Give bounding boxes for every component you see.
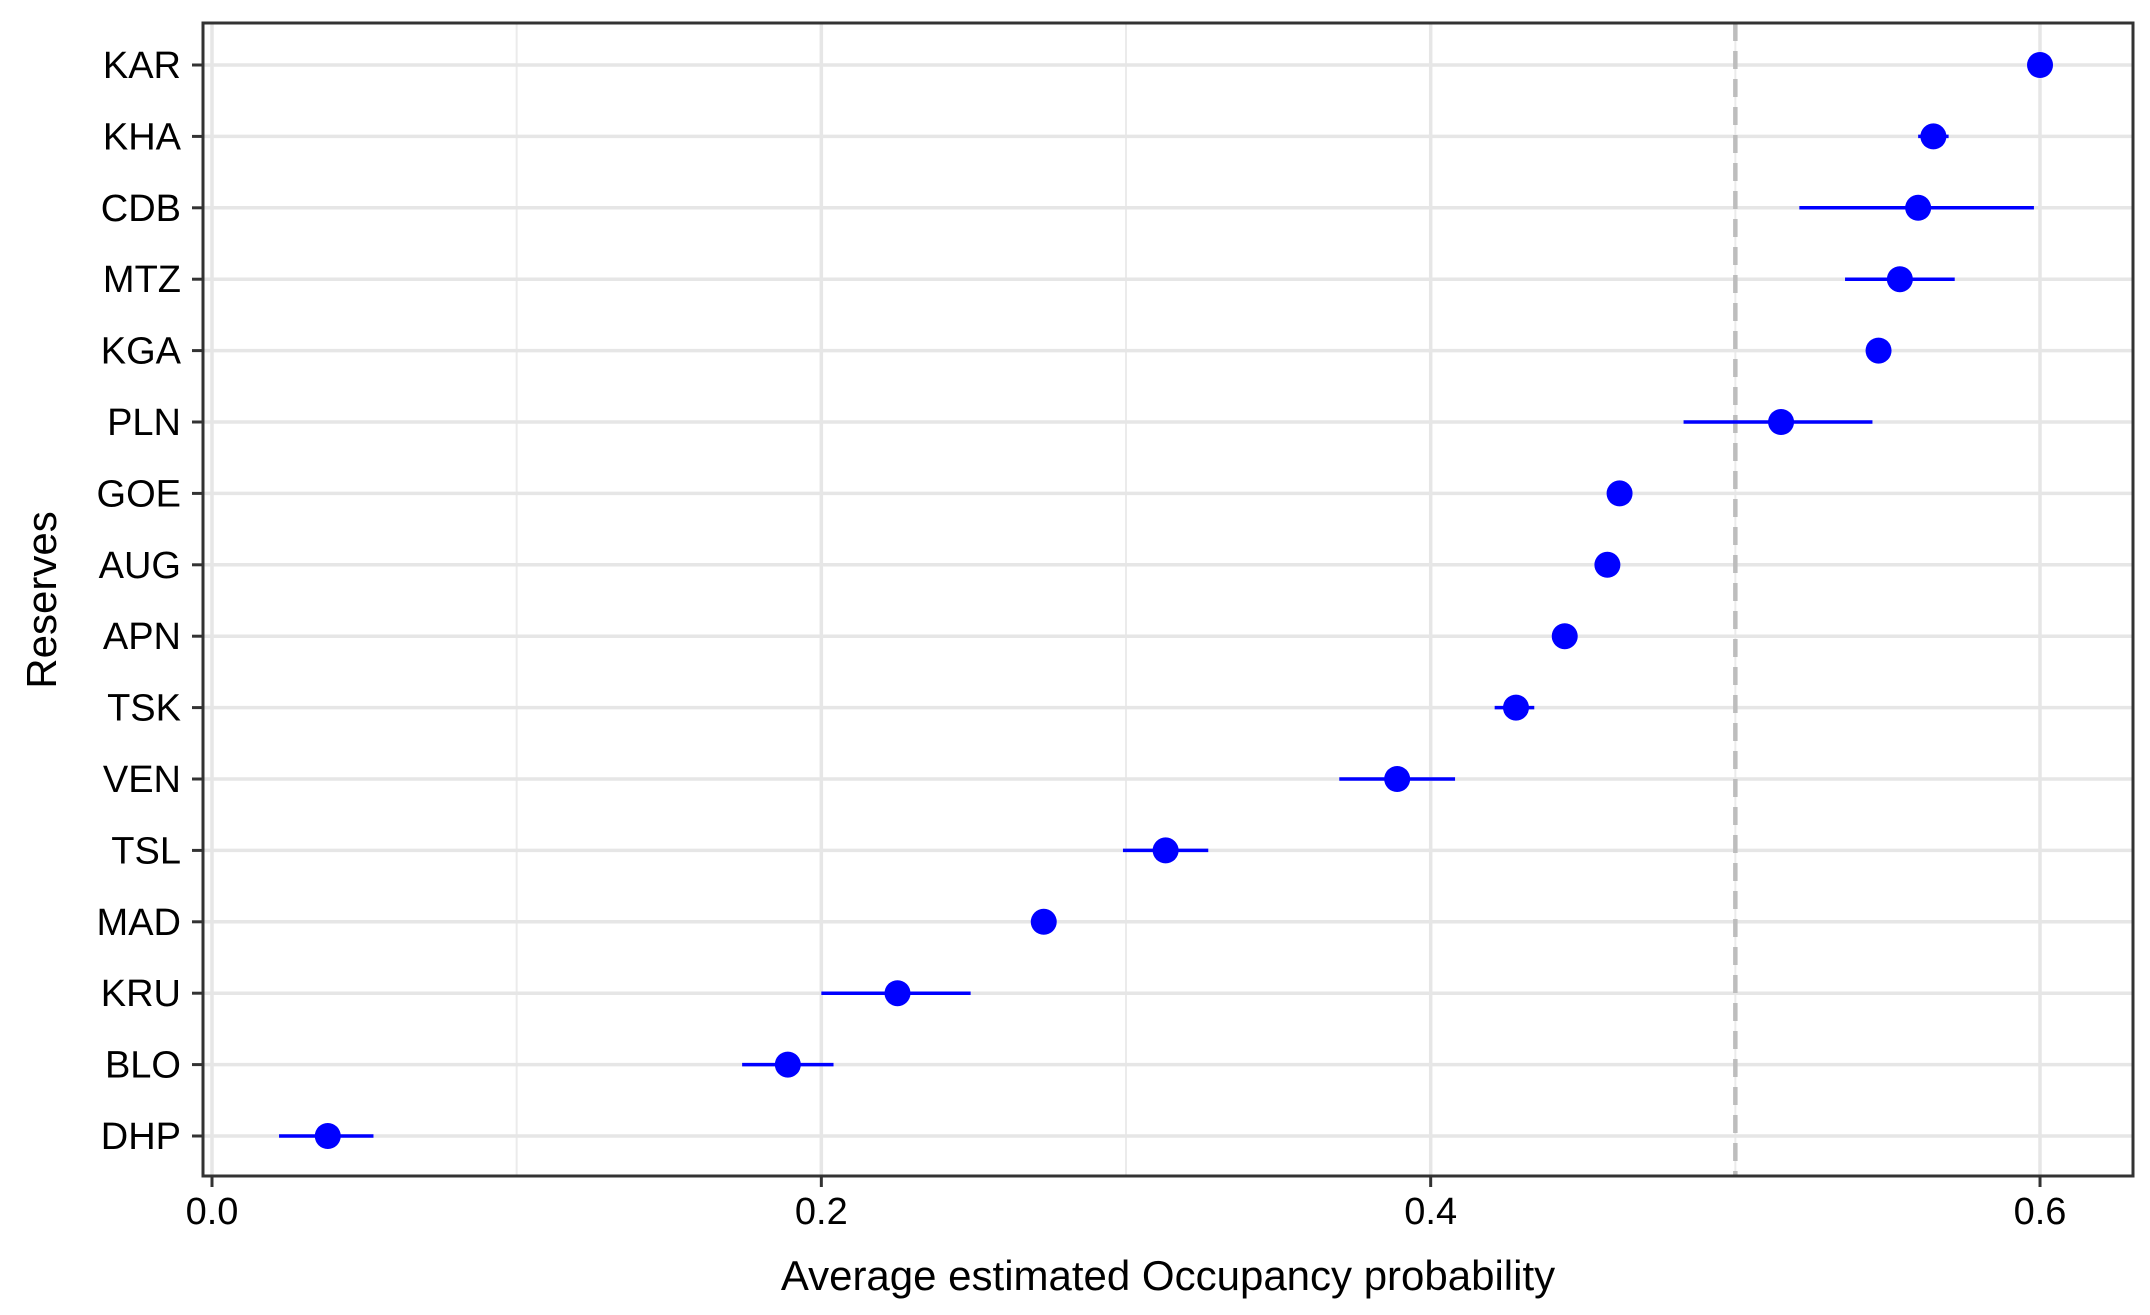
y-tick-label-aug: AUG	[99, 545, 181, 587]
y-tick-label-kha: KHA	[103, 116, 182, 158]
point-kha	[1920, 123, 1947, 150]
y-tick-label-kga: KGA	[101, 331, 182, 373]
grid-layer	[203, 23, 2133, 1176]
y-tick-label-ven: VEN	[103, 759, 181, 801]
y-axis-title: Reserves	[18, 511, 65, 688]
point-kru	[884, 980, 911, 1007]
y-tick-label-kar: KAR	[103, 45, 181, 87]
point-aug	[1594, 551, 1621, 578]
point-ven	[1384, 766, 1411, 792]
panel-background	[203, 23, 2133, 1176]
y-tick-label-mad: MAD	[97, 902, 181, 944]
point-layer	[314, 52, 2054, 1149]
point-goe	[1606, 480, 1633, 507]
axis-layer: 0.0 0.2 0.4 0.6 KAR KHA CDB MTZ KGA PLN GOE AUG APN T…	[97, 45, 2067, 1233]
point-pln	[1768, 409, 1795, 435]
point-apn	[1551, 623, 1578, 650]
point-tsk	[1502, 694, 1529, 721]
x-tick-label: 0.6	[2014, 1191, 2067, 1233]
y-tick-label-apn: APN	[103, 616, 181, 658]
y-tick-label-kru: KRU	[101, 973, 181, 1015]
y-tick-label-tsk: TSK	[107, 688, 181, 730]
point-kga	[1865, 337, 1892, 364]
point-mtz	[1886, 266, 1913, 293]
y-tick-label-tsl: TSL	[111, 830, 181, 872]
y-tick-label-mtz: MTZ	[103, 259, 181, 301]
point-dhp	[314, 1123, 341, 1149]
x-tick-label: 0.0	[186, 1191, 239, 1233]
y-tick-label-dhp: DHP	[101, 1116, 181, 1158]
point-cdb	[1905, 194, 1932, 221]
x-tick-label: 0.2	[795, 1191, 848, 1233]
point-kar	[2027, 52, 2054, 78]
x-axis-title: Average estimated Occupancy probability	[781, 1252, 1555, 1299]
point-tsl	[1152, 837, 1179, 864]
point-blo	[774, 1051, 801, 1078]
y-tick-label-cdb: CDB	[101, 188, 181, 230]
x-tick-label: 0.4	[1404, 1191, 1457, 1233]
y-tick-label-goe: GOE	[97, 473, 181, 515]
panel-border	[201, 21, 2135, 1178]
point-mad	[1030, 908, 1057, 935]
y-tick-label-blo: BLO	[105, 1045, 181, 1087]
y-tick-label-pln: PLN	[107, 402, 181, 444]
